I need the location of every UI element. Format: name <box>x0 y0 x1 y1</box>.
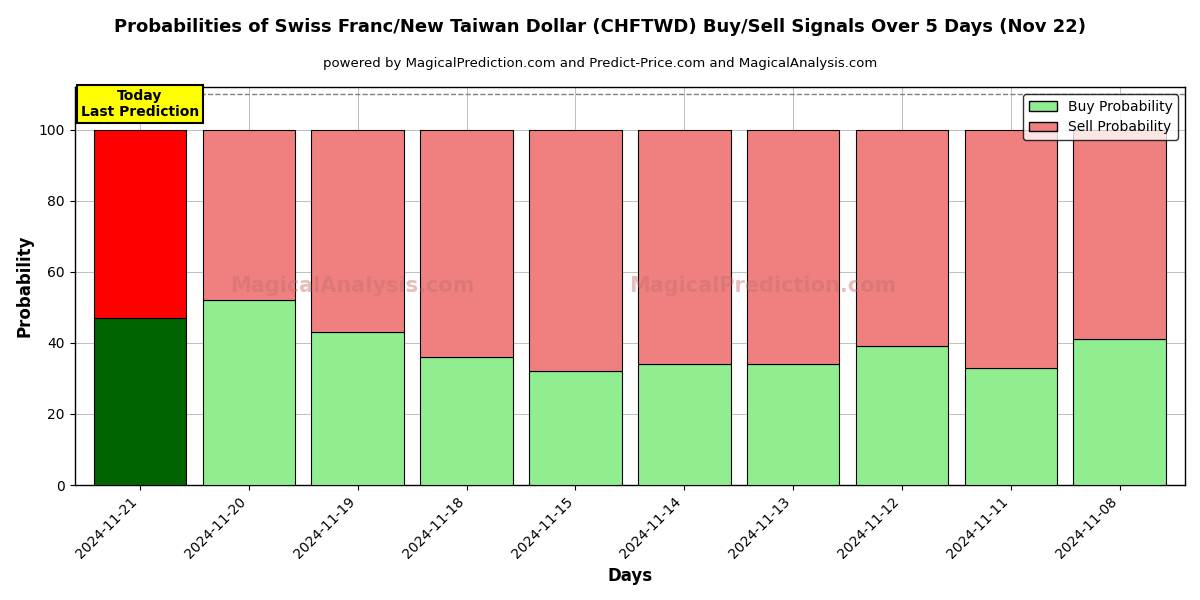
Text: powered by MagicalPrediction.com and Predict-Price.com and MagicalAnalysis.com: powered by MagicalPrediction.com and Pre… <box>323 57 877 70</box>
Legend: Buy Probability, Sell Probability: Buy Probability, Sell Probability <box>1024 94 1178 140</box>
Text: Probabilities of Swiss Franc/New Taiwan Dollar (CHFTWD) Buy/Sell Signals Over 5 : Probabilities of Swiss Franc/New Taiwan … <box>114 18 1086 36</box>
Bar <box>420 130 512 357</box>
Bar <box>746 364 839 485</box>
Bar <box>529 130 622 371</box>
Bar <box>203 300 295 485</box>
Bar <box>529 371 622 485</box>
Y-axis label: Probability: Probability <box>16 235 34 337</box>
Text: MagicalAnalysis.com: MagicalAnalysis.com <box>230 276 474 296</box>
Bar <box>856 346 948 485</box>
Bar <box>312 130 404 332</box>
Bar <box>965 130 1057 368</box>
Bar <box>94 318 186 485</box>
Bar <box>638 130 731 364</box>
Bar <box>1074 340 1166 485</box>
Bar <box>638 364 731 485</box>
Bar <box>1074 130 1166 340</box>
Text: Today
Last Prediction: Today Last Prediction <box>80 89 199 119</box>
Bar <box>965 368 1057 485</box>
Bar <box>420 357 512 485</box>
Text: MagicalPrediction.com: MagicalPrediction.com <box>630 276 896 296</box>
Bar <box>94 130 186 318</box>
X-axis label: Days: Days <box>607 567 653 585</box>
Bar <box>746 130 839 364</box>
Bar <box>856 130 948 346</box>
Bar <box>312 332 404 485</box>
Bar <box>203 130 295 300</box>
